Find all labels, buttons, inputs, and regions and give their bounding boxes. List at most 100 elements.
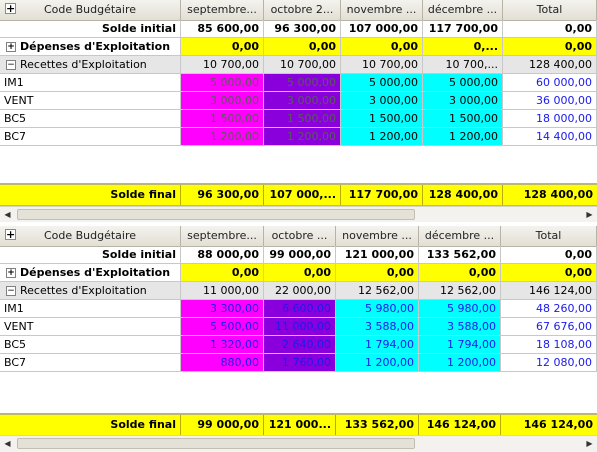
cell-total[interactable]: 0,00: [503, 38, 597, 56]
cell-total[interactable]: 146 124,00: [523, 418, 593, 431]
cell-value[interactable]: 117 700,00: [341, 185, 423, 205]
column-header-month[interactable]: octobre 2...: [264, 0, 341, 20]
cell-value[interactable]: 128 400,00: [423, 185, 503, 205]
expand-all-icon[interactable]: +: [5, 228, 16, 241]
cell-total[interactable]: 0,00: [501, 246, 597, 264]
cell-value[interactable]: 3 000,00: [264, 92, 341, 110]
cell-total[interactable]: 18 000,00: [503, 110, 597, 128]
horizontal-scrollbar[interactable]: ◀ ▶: [0, 206, 597, 222]
cell-value[interactable]: 99 000,00: [181, 415, 264, 435]
arrow-left-icon[interactable]: ◀: [4, 210, 11, 219]
column-header-month[interactable]: décembre ...: [423, 0, 503, 20]
cell-value[interactable]: 10 700,00: [181, 56, 264, 74]
scrollbar-thumb[interactable]: [17, 438, 415, 449]
cell-value[interactable]: 1 500,00: [264, 110, 341, 128]
cell-value[interactable]: 3 000,00: [341, 92, 423, 110]
cell-value[interactable]: 10 700,00: [341, 56, 423, 74]
cell-value[interactable]: 2 640,00: [264, 336, 336, 354]
expand-all-icon[interactable]: +: [5, 2, 16, 15]
collapse-icon[interactable]: −: [6, 286, 16, 296]
cell-value[interactable]: 0,00: [419, 264, 501, 282]
cell-value[interactable]: 6 600,00: [264, 300, 336, 318]
cell-value[interactable]: 1 500,00: [423, 110, 503, 128]
column-header-month[interactable]: septembre...: [181, 226, 264, 246]
column-header-month[interactable]: novembre ...: [336, 226, 419, 246]
cell-value[interactable]: 96 300,00: [181, 185, 264, 205]
arrow-right-icon[interactable]: ▶: [586, 210, 593, 219]
cell-value[interactable]: 12 562,00: [336, 282, 419, 300]
cell-total[interactable]: 14 400,00: [503, 128, 597, 146]
column-header-month[interactable]: décembre ...: [419, 226, 501, 246]
cell-value[interactable]: 1 500,00: [341, 110, 423, 128]
cell-value[interactable]: 117 700,00: [423, 20, 503, 38]
cell-value[interactable]: 10 700,...: [423, 56, 503, 74]
cell-value[interactable]: 1 200,00: [336, 354, 419, 372]
cell-value[interactable]: 5 980,00: [419, 300, 501, 318]
cell-value[interactable]: 1 200,00: [181, 128, 264, 146]
cell-value[interactable]: 880,00: [181, 354, 264, 372]
cell-value[interactable]: 11 000,00: [264, 318, 336, 336]
cell-total[interactable]: 60 000,00: [503, 74, 597, 92]
cell-value[interactable]: 1 200,00: [341, 128, 423, 146]
cell-value[interactable]: 0,00: [336, 264, 419, 282]
cell-total[interactable]: 67 676,00: [501, 318, 597, 336]
cell-value[interactable]: 88 000,00: [181, 246, 264, 264]
collapse-icon[interactable]: −: [6, 60, 16, 70]
column-header-month[interactable]: novembre ...: [341, 0, 423, 20]
expand-icon[interactable]: +: [6, 268, 16, 278]
cell-value[interactable]: 12 562,00: [419, 282, 501, 300]
cell-value[interactable]: 3 588,00: [336, 318, 419, 336]
cell-value[interactable]: 3 000,00: [423, 92, 503, 110]
cell-value[interactable]: 5 000,00: [341, 74, 423, 92]
cell-value[interactable]: 121 000...: [264, 415, 336, 435]
cell-value[interactable]: 10 700,00: [264, 56, 341, 74]
cell-value[interactable]: 3 300,00: [181, 300, 264, 318]
cell-total[interactable]: 146 124,00: [501, 282, 597, 300]
column-header-month[interactable]: septembre...: [181, 0, 264, 20]
cell-total[interactable]: 0,00: [501, 264, 597, 282]
cell-total[interactable]: 48 260,00: [501, 300, 597, 318]
cell-value[interactable]: 22 000,00: [264, 282, 336, 300]
column-header-total[interactable]: Total: [501, 226, 597, 246]
cell-total[interactable]: 128 400,00: [503, 56, 597, 74]
horizontal-scrollbar[interactable]: ◀ ▶: [0, 435, 597, 452]
cell-value[interactable]: 5 000,00: [181, 74, 264, 92]
cell-value[interactable]: 1 500,00: [181, 110, 264, 128]
cell-value[interactable]: 0,00: [341, 38, 423, 56]
cell-value[interactable]: 3 588,00: [419, 318, 501, 336]
arrow-right-icon[interactable]: ▶: [586, 439, 593, 448]
cell-total[interactable]: 12 080,00: [501, 354, 597, 372]
cell-value[interactable]: 133 562,00: [419, 246, 501, 264]
scrollbar-thumb[interactable]: [17, 209, 415, 220]
cell-value[interactable]: 133 562,00: [336, 415, 419, 435]
cell-value[interactable]: 5 000,00: [264, 74, 341, 92]
cell-value[interactable]: 1 200,00: [264, 128, 341, 146]
cell-value[interactable]: 1 320,00: [181, 336, 264, 354]
cell-value[interactable]: 1 200,00: [423, 128, 503, 146]
cell-value[interactable]: 0,00: [264, 264, 336, 282]
column-header-month[interactable]: octobre ...: [264, 226, 336, 246]
cell-value[interactable]: 5 000,00: [423, 74, 503, 92]
cell-value[interactable]: 11 000,00: [181, 282, 264, 300]
cell-total[interactable]: 128 400,00: [523, 188, 593, 201]
cell-value[interactable]: 0,00: [181, 38, 264, 56]
expand-icon[interactable]: +: [6, 42, 16, 52]
cell-total[interactable]: 36 000,00: [503, 92, 597, 110]
cell-value[interactable]: 1 760,00: [264, 354, 336, 372]
cell-value[interactable]: 5 980,00: [336, 300, 419, 318]
cell-total[interactable]: 18 108,00: [501, 336, 597, 354]
cell-total[interactable]: 0,00: [503, 20, 597, 38]
cell-value[interactable]: 99 000,00: [264, 246, 336, 264]
cell-value[interactable]: 5 500,00: [181, 318, 264, 336]
cell-value[interactable]: 1 794,00: [336, 336, 419, 354]
arrow-left-icon[interactable]: ◀: [4, 439, 11, 448]
cell-value[interactable]: 85 600,00: [181, 20, 264, 38]
cell-value[interactable]: 3 000,00: [181, 92, 264, 110]
cell-value[interactable]: 0,00: [264, 38, 341, 56]
cell-value[interactable]: 107 000,...: [264, 185, 341, 205]
column-header-code[interactable]: Code Budgétaire: [0, 0, 181, 20]
cell-value[interactable]: 146 124,00: [419, 415, 501, 435]
cell-value[interactable]: 1 794,00: [419, 336, 501, 354]
cell-value[interactable]: 107 000,00: [341, 20, 423, 38]
cell-value[interactable]: 0,...: [423, 38, 503, 56]
